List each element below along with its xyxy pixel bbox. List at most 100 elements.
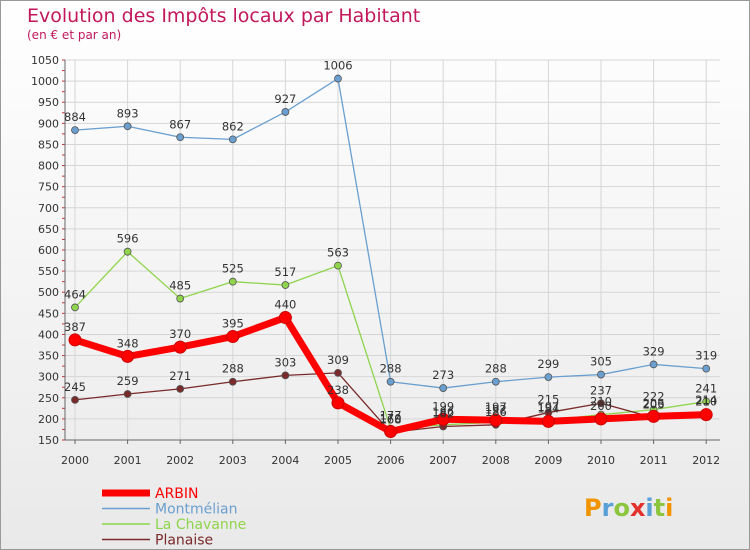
data-label: 203 (643, 398, 665, 412)
data-label: 303 (274, 355, 296, 369)
y-tick-label: 300 (38, 371, 59, 384)
series-1 (68, 311, 713, 439)
legend-item: ARBIN (102, 486, 199, 502)
data-point (176, 133, 185, 142)
data-point (649, 360, 658, 369)
data-label: 259 (117, 374, 139, 388)
series (68, 74, 713, 439)
data-label: 348 (117, 336, 139, 350)
logo-letter: i (665, 494, 673, 522)
data-label: 395 (222, 317, 244, 331)
data-point (68, 333, 82, 347)
data-point (702, 397, 711, 406)
data-point (384, 425, 398, 439)
y-tick-label: 700 (38, 202, 59, 215)
y-tick-label: 850 (38, 138, 59, 151)
data-label: 197 (485, 400, 507, 414)
data-label: 387 (64, 320, 86, 334)
legend-label: ARBIN (155, 486, 199, 502)
x-tick-label: 2000 (61, 454, 89, 467)
data-label: 245 (64, 380, 86, 394)
data-point (334, 368, 342, 377)
data-label: 884 (64, 110, 86, 124)
data-label: 241 (695, 382, 717, 396)
data-point (228, 377, 237, 386)
data-point (121, 349, 135, 363)
data-label: 596 (117, 232, 139, 246)
data-label: 563 (327, 246, 349, 260)
data-point (702, 364, 711, 373)
y-tick-label: 500 (38, 286, 59, 299)
data-point (386, 377, 395, 386)
data-label: 288 (485, 362, 507, 376)
logo-text: Proxiti (584, 494, 673, 522)
data-point (71, 395, 79, 404)
data-label: 1006 (323, 59, 352, 73)
data-point (331, 396, 345, 410)
x-tick-label: 2009 (534, 454, 562, 467)
data-label: 186 (432, 405, 454, 419)
data-label: 215 (537, 393, 559, 407)
data-label: 199 (432, 399, 454, 413)
data-point (436, 412, 450, 426)
data-point (489, 413, 503, 427)
y-tick-label: 250 (38, 392, 59, 405)
logo-letter: P (584, 494, 602, 522)
data-label: 197 (537, 400, 559, 414)
grid (65, 59, 720, 441)
data-label: 893 (117, 106, 139, 120)
x-tick-label: 2002 (166, 454, 194, 467)
logo-letter: x (630, 494, 646, 522)
data-point (439, 384, 448, 392)
y-tick-label: 800 (38, 160, 59, 173)
data-label: 485 (169, 279, 191, 293)
x-tick-label: 2004 (271, 454, 299, 467)
data-label: 525 (222, 262, 244, 276)
x-tick-label: 2010 (587, 454, 615, 467)
data-label: 222 (643, 390, 665, 404)
data-label: 273 (432, 368, 454, 382)
y-tick-label: 600 (38, 244, 59, 257)
data-label: 182 (432, 406, 454, 420)
legend-item: Planaise (102, 533, 213, 549)
legend-label: Planaise (155, 533, 213, 549)
proxiti-logo: Proxiti (584, 494, 673, 522)
data-label: 170 (380, 412, 402, 426)
legend-item: La Chavanne (102, 517, 246, 533)
data-label: 192 (485, 402, 507, 416)
data-label: 186 (485, 405, 507, 419)
data-point (71, 126, 79, 134)
axes: 150 200 250 300 350 400 450 500 550 600 650 700 750 8… (31, 54, 720, 467)
data-label: 862 (222, 119, 244, 133)
data-label: 370 (169, 327, 191, 341)
data-point (334, 74, 342, 83)
data-point (228, 135, 237, 144)
data-label: 194 (537, 401, 559, 415)
data-point (597, 399, 605, 408)
data-point (176, 385, 185, 393)
data-point (281, 371, 290, 380)
chart-subtitle: (en € et par an) (27, 28, 121, 42)
logo-letter: r (602, 494, 614, 522)
y-tick-label: 900 (38, 117, 59, 130)
data-point (123, 122, 132, 131)
y-tick-label: 150 (38, 434, 59, 447)
data-label: 319 (695, 349, 717, 363)
y-tick-label: 1000 (31, 75, 59, 88)
y-tick-label: 750 (38, 181, 59, 194)
data-point (541, 414, 555, 428)
y-tick-label: 550 (38, 265, 59, 278)
data-label: 517 (274, 265, 296, 279)
data-label: 927 (274, 92, 296, 106)
data-label: 200 (590, 399, 612, 413)
chart-title: Evolution des Impôts locaux par Habitant (27, 5, 420, 27)
data-label: 237 (590, 383, 612, 397)
y-tick-label: 650 (38, 223, 59, 236)
data-label: 305 (590, 355, 612, 369)
data-point (281, 281, 290, 289)
data-label: 329 (643, 344, 665, 358)
data-point (123, 390, 132, 398)
data-point (71, 303, 79, 312)
